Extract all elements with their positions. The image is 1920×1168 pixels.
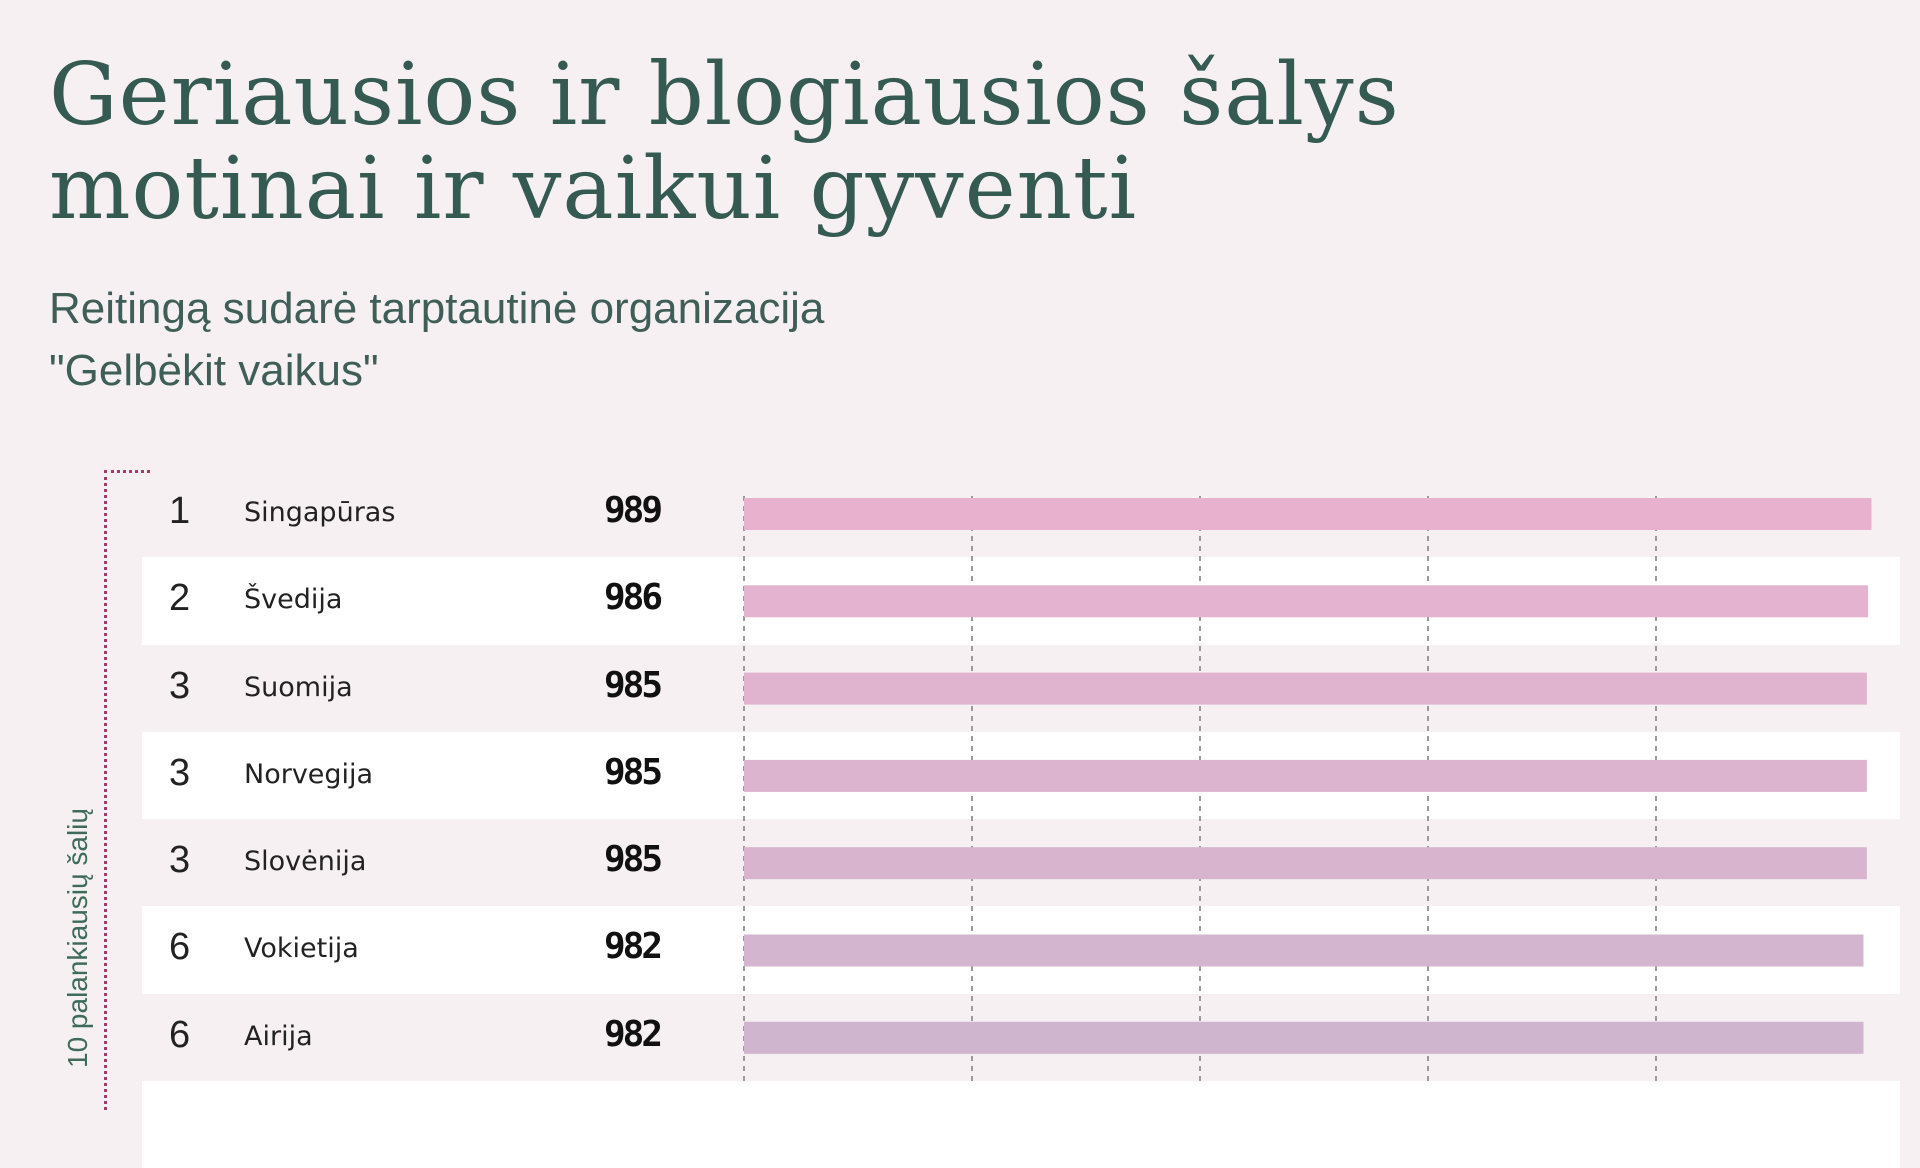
table-row: 1 Singapūras 989 bbox=[142, 470, 1900, 557]
chart-title: Geriausios ir blogiausios šalys motinai … bbox=[49, 48, 1549, 236]
rank-label: 3 bbox=[169, 839, 191, 882]
title-line-2: motinai ir vaikui gyventi bbox=[49, 139, 1138, 239]
rank-label: 2 bbox=[169, 577, 191, 620]
score-label: 985 bbox=[604, 664, 663, 706]
score-label: 982 bbox=[604, 926, 663, 968]
rank-label: 3 bbox=[169, 664, 191, 707]
chart-subtitle: Reitingą sudarė tarptautinė organizacija… bbox=[49, 278, 1249, 402]
score-label: 985 bbox=[604, 751, 663, 793]
rank-label: 6 bbox=[169, 1013, 191, 1056]
score-label: 985 bbox=[604, 839, 663, 881]
group-bracket bbox=[104, 470, 150, 1110]
rank-label: 1 bbox=[169, 490, 191, 532]
country-label: Suomija bbox=[244, 671, 353, 703]
table-row-partial bbox=[142, 1081, 1900, 1168]
table-row: 6 Vokietija 982 bbox=[142, 906, 1900, 994]
country-label: Vokietija bbox=[244, 933, 359, 965]
subtitle-line-1: Reitingą sudarė tarptautinė organizacija bbox=[49, 284, 825, 333]
table-row: 3 Slovėnija 985 bbox=[142, 819, 1900, 906]
table-row: 3 Norvegija 985 bbox=[142, 731, 1900, 820]
score-label: 986 bbox=[604, 577, 663, 619]
table-row: 6 Airija 982 bbox=[142, 994, 1900, 1081]
country-label: Slovėnija bbox=[244, 846, 367, 878]
country-label: Švedija bbox=[244, 584, 343, 616]
title-line-1: Geriausios ir blogiausios šalys bbox=[49, 45, 1400, 145]
score-label: 982 bbox=[604, 1013, 663, 1055]
country-label: Airija bbox=[244, 1020, 313, 1052]
score-label: 989 bbox=[604, 490, 663, 531]
group-label: 10 palankiausių šalių bbox=[62, 808, 93, 1068]
rank-label: 6 bbox=[169, 926, 191, 969]
ranking-rows: 1 Singapūras 989 2 Švedija 986 3 Suomija 985 3 Nor… bbox=[142, 470, 1900, 1168]
rank-label: 3 bbox=[169, 751, 191, 794]
country-label: Norvegija bbox=[244, 758, 374, 790]
table-row: 3 Suomija 985 bbox=[142, 645, 1900, 732]
country-label: Singapūras bbox=[244, 497, 396, 528]
subtitle-line-2: "Gelbėkit vaikus" bbox=[49, 346, 379, 395]
table-row: 2 Švedija 986 bbox=[142, 557, 1900, 645]
